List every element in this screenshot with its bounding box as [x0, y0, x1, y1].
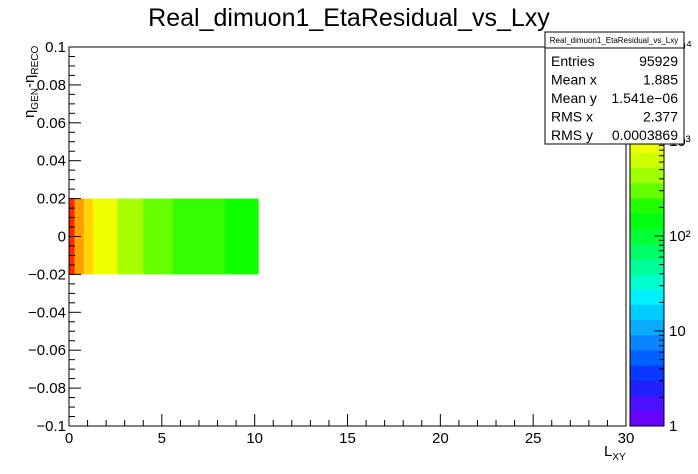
- y-tick-label: 0: [58, 229, 66, 246]
- stats-value: 0.0003869: [612, 127, 678, 143]
- heatmap-cell-3: [93, 198, 118, 275]
- stats-label: Mean y: [551, 90, 597, 106]
- colorbar-tick-label: 10²: [669, 228, 691, 245]
- y-tick-label: 0.04: [37, 153, 66, 170]
- y-axis-ticks: −0.1 −0.08 −0.06 −0.04 −0.02 0 0.02 0.04 0.06 0.0…: [28, 39, 81, 435]
- stats-box-frame: [544, 31, 685, 145]
- palette-segment: [630, 274, 664, 290]
- palette-segment: [630, 228, 664, 245]
- stats-value: 95929: [639, 53, 678, 69]
- palette-segment: [630, 395, 664, 412]
- stats-value: 1.541e−06: [611, 90, 678, 106]
- palette-segment: [630, 319, 664, 336]
- x-tick-label: 5: [158, 430, 166, 447]
- stats-label: Mean x: [551, 72, 597, 88]
- heatmap-cell-2: [83, 198, 94, 275]
- heatmap-cell-5: [143, 198, 174, 275]
- heatmap-cell-4: [117, 198, 144, 275]
- palette-segment: [630, 365, 664, 381]
- palette-segment: [630, 334, 664, 351]
- y-axis-label: ηGEN-ηRECO: [21, 46, 41, 118]
- palette-segment: [630, 289, 664, 305]
- stats-label: RMS y: [551, 127, 593, 143]
- palette-segment: [630, 213, 664, 229]
- y-tick-label: −0.02: [28, 266, 66, 283]
- palette-segment: [630, 182, 664, 199]
- palette-segment: [630, 380, 664, 397]
- x-tick-label: 15: [339, 430, 356, 447]
- x-tick-label: 30: [618, 430, 635, 447]
- palette-segment: [630, 304, 664, 321]
- stats-value: 1.885: [643, 72, 678, 88]
- palette-segment: [630, 167, 664, 184]
- y-tick-label: −0.08: [28, 380, 66, 397]
- y-tick-label: 0.1: [45, 39, 66, 56]
- x-tick-label: 0: [65, 430, 73, 447]
- stats-title: Real_dimuon1_EtaResidual_vs_Lxy: [550, 36, 679, 45]
- stats-value: 2.377: [643, 109, 678, 125]
- x-tick-label: 10: [246, 430, 263, 447]
- palette-segment: [630, 410, 664, 427]
- heatmap-cell-6: [172, 198, 226, 275]
- palette-segment: [630, 350, 664, 366]
- x-tick-label: 20: [432, 430, 449, 447]
- x-tick-label: 25: [525, 430, 542, 447]
- heatmap-cells: [69, 198, 259, 275]
- y-tick-label: −0.06: [28, 342, 66, 359]
- y-tick-label: −0.04: [28, 304, 66, 321]
- y-tick-label: 0.06: [37, 115, 66, 132]
- x-axis-label-sub: XY: [612, 452, 626, 463]
- y-tick-label: 0.08: [37, 77, 66, 94]
- x-axis-label: LXY: [604, 443, 626, 463]
- y-axis-label-sub-gen: GEN: [30, 88, 41, 110]
- chart-title: Real_dimuon1_EtaResidual_vs_Lxy: [148, 4, 550, 32]
- palette-segment: [630, 198, 664, 214]
- y-axis-label-eta: η: [21, 110, 38, 118]
- colorbar-tick-label: 10: [669, 323, 686, 340]
- y-tick-label: −0.1: [36, 418, 66, 435]
- stats-rows: Entries 95929 Mean x 1.885 Mean y 1.541e−06 RM…: [551, 53, 678, 143]
- y-tick-label: 0.02: [37, 191, 66, 208]
- heatmap-cell-7: [224, 198, 259, 275]
- x-axis-ticks: 0 5 10 15 20 25 30: [65, 414, 635, 447]
- stats-box: Real_dimuon1_EtaResidual_vs_Lxy Entries 9…: [544, 31, 685, 145]
- palette-segment: [630, 258, 664, 275]
- palette-segment: [630, 152, 664, 169]
- y-axis-label-sub-reco: RECO: [30, 46, 41, 75]
- palette-segment: [630, 243, 664, 260]
- stats-label: RMS x: [551, 109, 593, 125]
- colorbar-tick-label: 1: [669, 418, 677, 435]
- y-axis-label-minus-eta: -η: [21, 75, 38, 88]
- x-axis-label-main: L: [604, 443, 612, 460]
- stats-label: Entries: [551, 53, 595, 69]
